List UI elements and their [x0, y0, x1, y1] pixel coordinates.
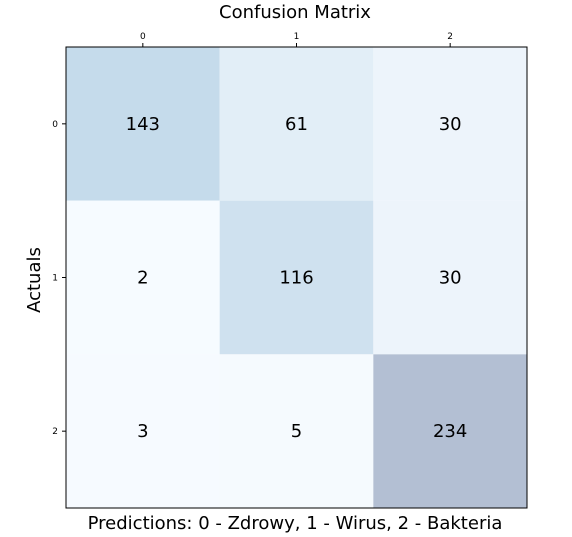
y-tick-label-2: 2: [52, 427, 58, 437]
y-tick-label-1: 1: [52, 274, 58, 284]
y-tick-label-0: 0: [52, 120, 58, 130]
cell-value-r2-c0: 3: [137, 421, 148, 442]
cell-value-r2-c1: 5: [291, 421, 302, 442]
x-tick-label-0: 0: [140, 32, 146, 42]
y-axis-ticks: 0 1 2: [52, 120, 66, 437]
cell-value-r2-c2: 234: [433, 421, 467, 442]
x-axis-ticks: 0 1 2: [140, 32, 453, 47]
chart-title: Confusion Matrix: [219, 2, 371, 23]
cell-value-r1-c2: 30: [439, 268, 462, 289]
cell-value-r1-c1: 116: [279, 268, 313, 289]
x-tick-label-1: 1: [294, 32, 300, 42]
cell-value-r0-c0: 143: [126, 114, 160, 135]
x-tick-label-2: 2: [447, 32, 453, 42]
y-axis-label: Actuals: [24, 247, 45, 313]
cell-value-r1-c0: 2: [137, 268, 148, 289]
cell-value-r0-c1: 61: [285, 114, 308, 135]
x-axis-label: Predictions: 0 - Zdrowy, 1 - Wirus, 2 - …: [88, 513, 503, 534]
cell-value-r0-c2: 30: [439, 114, 462, 135]
